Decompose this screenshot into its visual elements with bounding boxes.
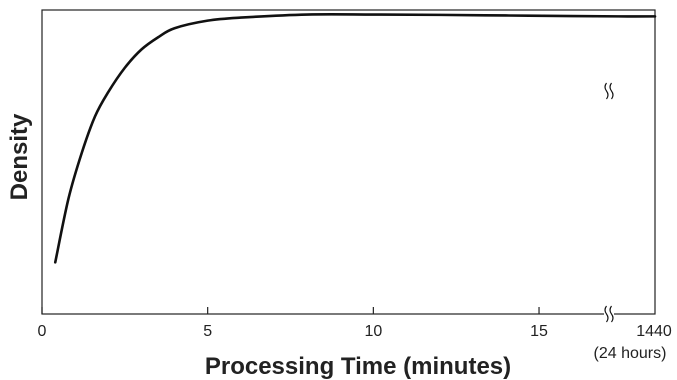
y-axis-title: Density	[6, 113, 33, 200]
plot-frame	[41, 9, 656, 315]
x-tick-label: 10	[364, 323, 382, 340]
x-axis-ticks: 0 5 10 15	[38, 307, 548, 340]
x-tick-label-break-end: 1440	[636, 323, 672, 340]
x-tick-label: 15	[530, 323, 548, 340]
x-tick-label: 0	[38, 323, 47, 340]
x-axis-title: Processing Time (minutes)	[205, 353, 511, 380]
axis-break-marker	[604, 82, 614, 323]
x-tick-sublabel-break-end: (24 hours)	[594, 345, 667, 362]
density-curve	[53, 13, 657, 264]
x-tick-label: 5	[203, 323, 212, 340]
